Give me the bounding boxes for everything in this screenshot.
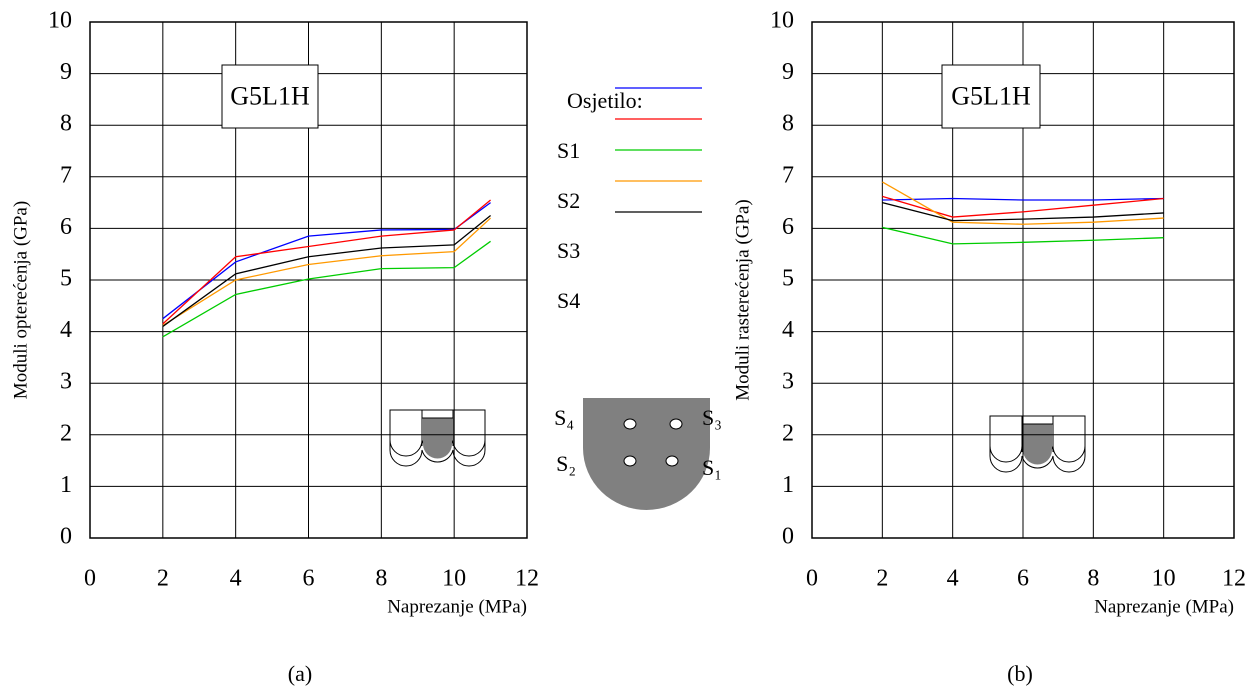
caption: (b) [1007,661,1033,686]
y-tick-label: 0 [60,524,72,550]
y-tick-label: 2 [60,420,72,446]
x-tick-label: 6 [303,566,315,592]
y-tick-label: 4 [60,317,72,343]
y-tick-label: 7 [782,162,794,188]
legend-label: S1 [557,138,580,163]
data-line [162,199,491,325]
data-line [882,226,1164,245]
y-tick-label: 8 [60,111,72,137]
data-line [882,201,1164,222]
x-tick-label: 10 [442,566,466,592]
data-line [162,217,492,326]
x-tick-label: 8 [1087,566,1099,592]
y-tick-label: 10 [770,8,794,34]
annotation-box [941,64,1041,129]
y-tick-label: 9 [782,59,794,85]
sensor-hole [623,418,637,430]
annotation: G5L1H [951,81,1031,110]
mold-icon [389,409,486,467]
y-tick-label: 8 [782,111,794,137]
y-tick-label: 3 [60,369,72,395]
sensor-hole [623,455,637,467]
x-axis-label: Naprezanje (MPa) [1094,596,1234,617]
data-line [162,214,491,327]
plot-frame [811,21,1235,539]
mold-icon [989,415,1086,473]
sensor-label: S₁ [702,455,722,480]
sensor-label: S₄ [554,405,574,430]
y-tick-label: 5 [782,266,794,292]
y-tick-label: 4 [782,317,794,343]
y-tick-label: 1 [60,472,72,498]
sensor-label: S₂ [556,451,576,476]
x-tick-label: 4 [947,566,959,592]
y-axis-label: Moduli rasterećenja (GPa) [732,199,753,401]
x-tick-label: 12 [515,566,539,592]
legend-label: S3 [557,238,580,263]
y-tick-label: 1 [782,472,794,498]
data-line [882,181,1164,225]
legend-title: Osjetilo: [567,88,643,113]
y-tick-label: 6 [60,214,72,240]
x-tick-label: 0 [84,566,96,592]
x-tick-label: 10 [1152,566,1176,592]
annotation: G5L1H [230,81,310,110]
legend-label: S2 [557,188,580,213]
x-tick-label: 8 [375,566,387,592]
sensor-body [583,398,710,510]
data-line [882,197,1164,201]
y-tick-label: 7 [60,162,72,188]
y-tick-label: 0 [782,524,794,550]
sensor-hole [669,418,683,430]
sensor-label: S₃ [702,405,722,430]
sensor-diagram: S₄ S₃ S₂ S₁ [554,398,722,510]
x-tick-label: 2 [157,566,169,592]
data-line [162,202,491,320]
x-axis-label: Naprezanje (MPa) [387,596,527,617]
x-tick-label: 12 [1222,566,1246,592]
caption: (a) [288,661,312,686]
sensor-hole [665,455,679,467]
annotation-box [221,64,319,129]
x-tick-label: 6 [1017,566,1029,592]
y-axis-label: Moduli opterećenja (GPa) [10,201,31,399]
y-tick-label: 10 [48,8,72,34]
legend-label: S4 [557,288,580,313]
data-line [162,240,491,338]
data-line [882,195,1164,218]
x-tick-label: 2 [876,566,888,592]
y-tick-label: 3 [782,369,794,395]
x-tick-label: 0 [806,566,818,592]
y-tick-label: 2 [782,420,794,446]
y-tick-label: 5 [60,266,72,292]
y-tick-label: 6 [782,214,794,240]
y-tick-label: 9 [60,59,72,85]
x-tick-label: 4 [230,566,242,592]
plot-frame [89,21,528,539]
